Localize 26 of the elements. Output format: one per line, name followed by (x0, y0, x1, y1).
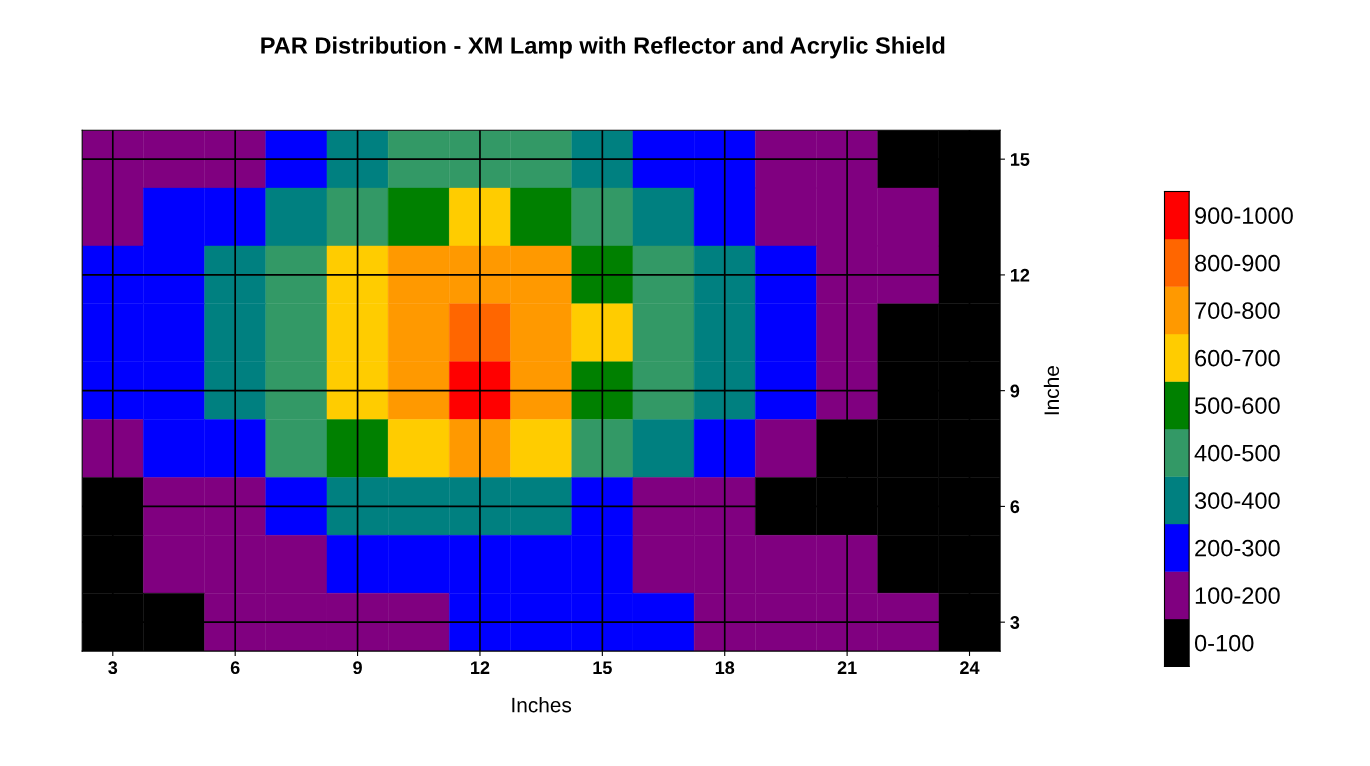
y-tick-label: 12 (1010, 268, 1030, 282)
color-bar-label: 700-800 (1195, 302, 1280, 320)
x-axis-title: Inches (512, 697, 572, 713)
chart-title: PAR Distribution - XM Lamp with Reflector and Acrylic Shield (261, 36, 945, 59)
y-tick-label: 9 (1010, 384, 1020, 398)
x-tick-label: 3 (108, 661, 118, 675)
color-bar-label: 400-500 (1194, 444, 1280, 462)
color-bar-label: 600-700 (1195, 349, 1280, 367)
x-tick-label: 6 (230, 661, 240, 675)
color-bar-label: 500-600 (1194, 397, 1280, 414)
color-bar-label: 0-100 (1194, 634, 1254, 652)
y-tick-label: 6 (1010, 500, 1020, 514)
color-bar-label: 900-1000 (1195, 207, 1293, 225)
y-tick-label: 15 (1010, 153, 1030, 166)
color-bar-label: 300-400 (1194, 492, 1280, 509)
x-tick-label: 9 (353, 661, 362, 675)
y-axis-title: Inche (1043, 366, 1060, 415)
color-bar-label: 100-200 (1195, 587, 1280, 604)
x-tick-label: 18 (715, 661, 735, 675)
color-bar-label: 200-300 (1195, 539, 1280, 557)
x-tick-label: 15 (593, 661, 612, 675)
color-bar-label: 800-900 (1195, 254, 1280, 272)
y-tick-label: 3 (1010, 616, 1020, 629)
x-tick-label: 21 (837, 661, 857, 674)
x-tick-label: 24 (960, 661, 980, 674)
x-tick-label: 12 (471, 661, 490, 674)
